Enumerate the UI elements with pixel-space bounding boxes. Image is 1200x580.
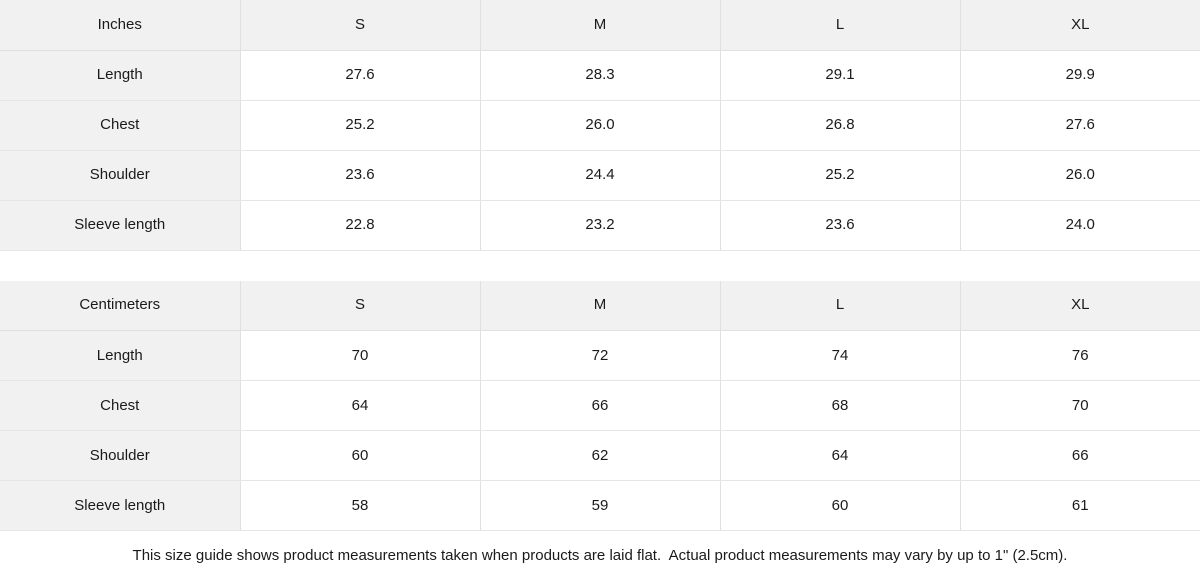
table-header-row: Inches S M L XL [0,0,1200,51]
row-label-length: Length [0,330,241,381]
cell-sleeve-length-s: 58 [240,480,481,531]
cell-length-xl: 76 [960,330,1200,381]
cell-shoulder-s: 60 [240,430,481,481]
cell-shoulder-m: 24.4 [480,150,721,201]
cell-length-m: 28.3 [480,50,721,101]
cell-shoulder-m: 62 [480,430,721,481]
table-row: Length 27.6 28.3 29.1 29.9 [0,50,1200,101]
size-header-m: M [480,280,721,331]
table-row: Chest 64 66 68 70 [0,380,1200,431]
cell-shoulder-xl: 66 [960,430,1200,481]
size-header-l: L [720,0,961,51]
cell-shoulder-l: 25.2 [720,150,961,201]
cell-chest-s: 25.2 [240,100,481,151]
cell-sleeve-length-l: 23.6 [720,200,961,251]
size-header-xl: XL [960,280,1200,331]
table-row: Sleeve length 22.8 23.2 23.6 24.0 [0,200,1200,251]
size-table-centimeters-head: Centimeters S M L XL [0,280,1200,331]
cell-sleeve-length-m: 59 [480,480,721,531]
row-label-shoulder: Shoulder [0,150,241,201]
size-table-centimeters: Centimeters S M L XL Length 70 72 74 76 … [0,280,1200,531]
cell-shoulder-l: 64 [720,430,961,481]
cell-chest-l: 68 [720,380,961,431]
cell-chest-xl: 27.6 [960,100,1200,151]
cell-length-s: 70 [240,330,481,381]
table-row: Shoulder 60 62 64 66 [0,430,1200,481]
cell-length-l: 29.1 [720,50,961,101]
cell-length-l: 74 [720,330,961,381]
cell-chest-xl: 70 [960,380,1200,431]
cell-length-s: 27.6 [240,50,481,101]
row-label-chest: Chest [0,380,241,431]
unit-label-centimeters: Centimeters [0,280,241,331]
cell-sleeve-length-s: 22.8 [240,200,481,251]
cell-chest-m: 66 [480,380,721,431]
size-table-inches-body: Length 27.6 28.3 29.1 29.9 Chest 25.2 26… [0,50,1200,251]
cell-sleeve-length-xl: 61 [960,480,1200,531]
cell-length-m: 72 [480,330,721,381]
cell-chest-s: 64 [240,380,481,431]
table-row: Length 70 72 74 76 [0,330,1200,381]
size-guide-footer-note: This size guide shows product measuremen… [0,531,1200,580]
cell-sleeve-length-l: 60 [720,480,961,531]
unit-label-inches: Inches [0,0,241,51]
size-table-centimeters-body: Length 70 72 74 76 Chest 64 66 68 70 Sho… [0,330,1200,531]
table-row: Sleeve length 58 59 60 61 [0,480,1200,531]
cell-sleeve-length-xl: 24.0 [960,200,1200,251]
size-table-inches-head: Inches S M L XL [0,0,1200,51]
table-header-row: Centimeters S M L XL [0,280,1200,331]
cell-shoulder-xl: 26.0 [960,150,1200,201]
cell-chest-l: 26.8 [720,100,961,151]
cell-shoulder-s: 23.6 [240,150,481,201]
size-header-s: S [240,0,481,51]
size-header-xl: XL [960,0,1200,51]
size-header-l: L [720,280,961,331]
row-label-sleeve-length: Sleeve length [0,200,241,251]
cell-length-xl: 29.9 [960,50,1200,101]
row-label-sleeve-length: Sleeve length [0,480,241,531]
size-header-s: S [240,280,481,331]
row-label-shoulder: Shoulder [0,430,241,481]
cell-chest-m: 26.0 [480,100,721,151]
size-header-m: M [480,0,721,51]
table-row: Shoulder 23.6 24.4 25.2 26.0 [0,150,1200,201]
cell-sleeve-length-m: 23.2 [480,200,721,251]
table-spacer [0,250,1200,281]
row-label-length: Length [0,50,241,101]
row-label-chest: Chest [0,100,241,151]
table-row: Chest 25.2 26.0 26.8 27.6 [0,100,1200,151]
size-table-inches: Inches S M L XL Length 27.6 28.3 29.1 29… [0,0,1200,251]
